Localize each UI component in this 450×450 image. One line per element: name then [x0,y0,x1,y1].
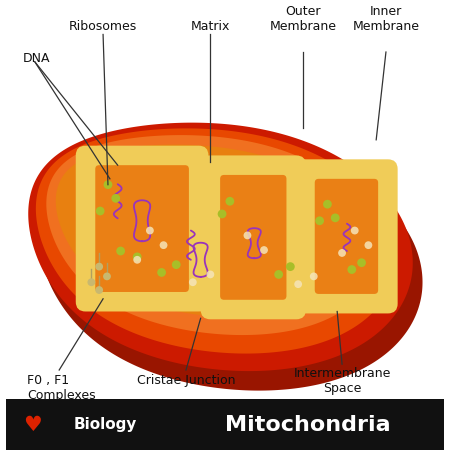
Circle shape [218,210,226,218]
Bar [5,399,445,450]
Circle shape [357,258,366,267]
Text: Ribosomes: Ribosomes [69,19,137,32]
Circle shape [95,286,103,294]
Circle shape [364,241,372,249]
Circle shape [207,270,214,279]
Circle shape [95,263,103,270]
Circle shape [116,247,125,256]
Circle shape [146,227,154,234]
FancyBboxPatch shape [315,179,378,294]
Circle shape [225,197,234,206]
Circle shape [315,216,324,225]
Text: Biology: Biology [74,417,137,432]
Text: Mitochondria: Mitochondria [225,414,391,435]
Circle shape [338,249,346,257]
Polygon shape [56,144,361,318]
Circle shape [111,194,120,203]
Circle shape [104,180,112,189]
FancyBboxPatch shape [95,165,189,292]
Circle shape [286,262,295,271]
Text: ♥: ♥ [23,414,42,435]
Circle shape [243,231,252,239]
Circle shape [260,246,268,254]
FancyBboxPatch shape [220,175,287,300]
Polygon shape [46,135,378,335]
Circle shape [96,207,104,216]
Text: Inner
Membrane: Inner Membrane [352,4,419,32]
Circle shape [157,268,166,277]
Polygon shape [38,142,423,391]
Text: Outer
Membrane: Outer Membrane [270,4,337,32]
Polygon shape [36,128,397,354]
Text: F0 , F1
Complexes: F0 , F1 Complexes [27,374,95,402]
Circle shape [323,200,332,209]
Text: Intermembrane
Space: Intermembrane Space [293,367,391,395]
Circle shape [87,279,95,286]
Circle shape [133,252,142,261]
Circle shape [274,270,283,279]
Circle shape [347,265,356,274]
Circle shape [294,280,302,288]
Circle shape [172,260,180,269]
Circle shape [331,213,340,222]
Text: Matrix: Matrix [191,19,230,32]
Text: DNA: DNA [23,52,50,65]
Circle shape [189,279,197,286]
Circle shape [160,241,167,249]
FancyBboxPatch shape [295,159,398,314]
Circle shape [310,272,318,280]
Text: Cristae Junction: Cristae Junction [137,374,235,387]
Circle shape [103,272,111,280]
Circle shape [133,256,141,264]
Polygon shape [28,123,413,371]
Circle shape [351,227,359,234]
FancyBboxPatch shape [76,146,208,311]
FancyBboxPatch shape [201,155,306,320]
